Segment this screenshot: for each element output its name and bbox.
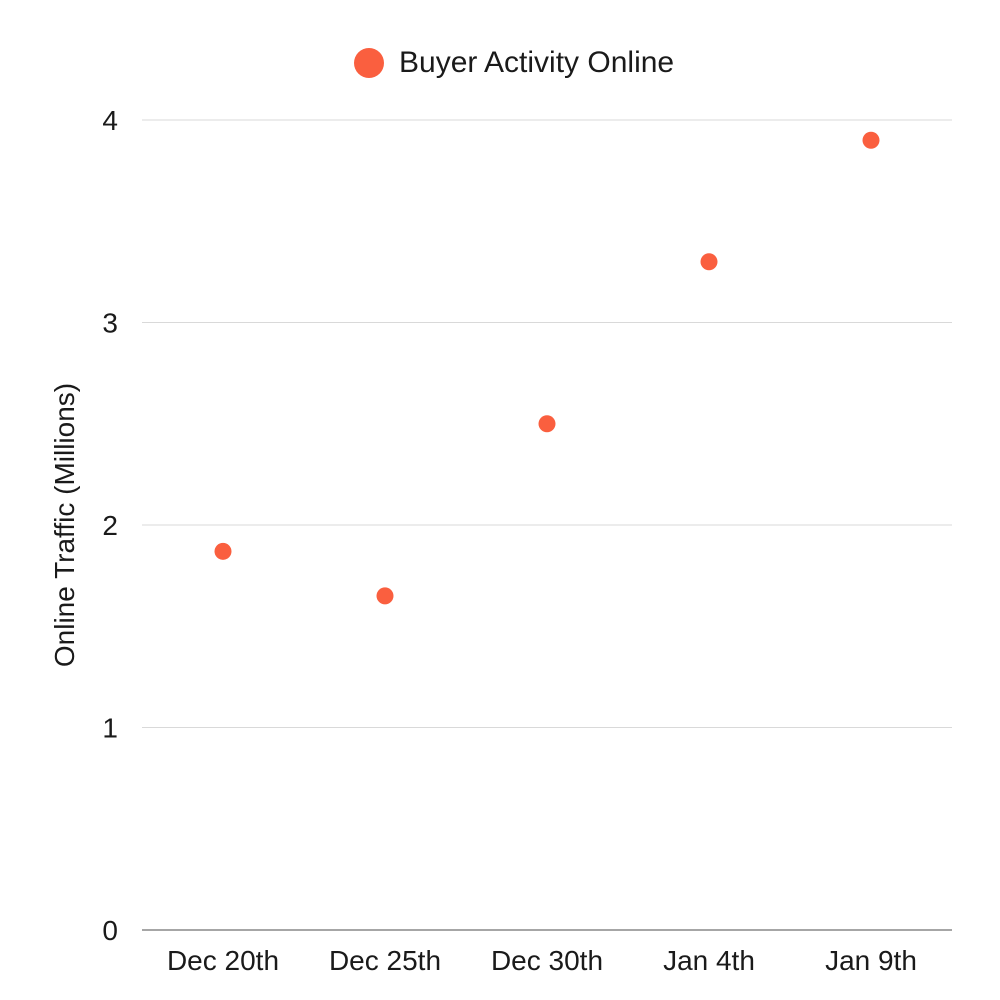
legend: Buyer Activity Online bbox=[354, 46, 674, 79]
data-point bbox=[214, 542, 232, 560]
x-tick-label: Dec 25th bbox=[329, 945, 441, 976]
x-tick-label: Dec 20th bbox=[167, 945, 279, 976]
x-tick-label: Jan 4th bbox=[663, 945, 755, 976]
legend-label: Buyer Activity Online bbox=[399, 46, 674, 79]
y-tick-label: 3 bbox=[102, 308, 118, 339]
data-point bbox=[862, 131, 880, 149]
y-axis-ticks: 0 1 2 3 4 bbox=[102, 105, 118, 946]
y-axis-label: Online Traffic (Millions) bbox=[49, 383, 80, 667]
data-point bbox=[376, 587, 394, 605]
gridlines bbox=[142, 119, 952, 931]
x-axis-ticks: Dec 20th Dec 25th Dec 30th Jan 4th Jan 9th bbox=[167, 945, 917, 976]
data-point bbox=[538, 415, 556, 433]
x-tick-label: Dec 30th bbox=[491, 945, 603, 976]
y-tick-label: 1 bbox=[102, 713, 118, 744]
y-tick-label: 2 bbox=[102, 510, 118, 541]
x-tick-label: Jan 9th bbox=[825, 945, 917, 976]
data-point bbox=[700, 253, 718, 271]
y-tick-label: 0 bbox=[102, 915, 118, 946]
y-tick-label: 4 bbox=[102, 105, 118, 136]
data-points bbox=[214, 131, 880, 605]
legend-swatch bbox=[354, 48, 384, 78]
